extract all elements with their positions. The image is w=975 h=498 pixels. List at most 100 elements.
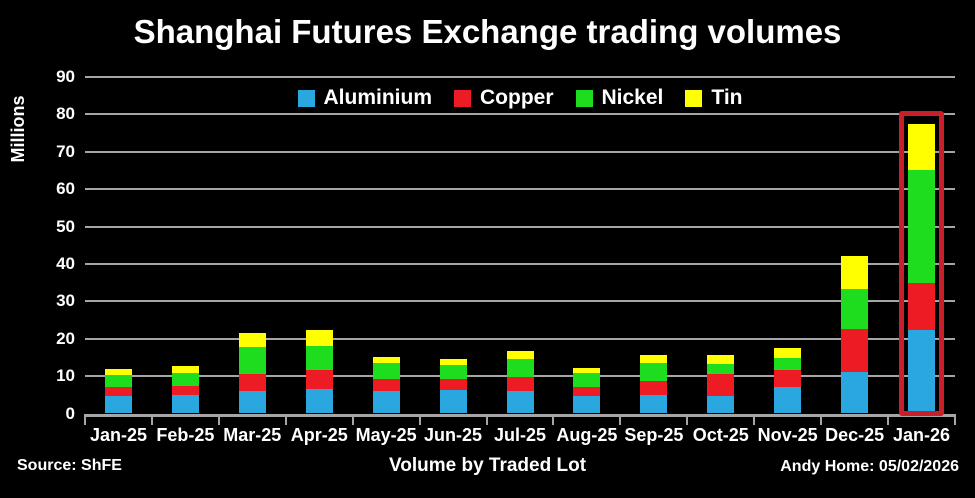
- bar-segment-copper-jan-26: [908, 283, 936, 330]
- x-tick-label: Apr-25: [290, 425, 348, 445]
- bar-segment-copper-jan-25: [104, 387, 132, 396]
- x-axis-tick: [820, 415, 823, 425]
- bar-segment-nickel-feb-25: [171, 373, 199, 386]
- legend-item-copper: Copper: [454, 84, 554, 112]
- legend-item-aluminium: Aluminium: [297, 84, 433, 112]
- bar-segment-nickel-dec-25: [841, 289, 869, 330]
- bar-segment-copper-aug-25: [573, 386, 601, 397]
- bar-segment-tin-nov-25: [774, 348, 802, 358]
- x-axis-tick: [552, 415, 555, 425]
- x-tick-label: May-25: [355, 425, 417, 445]
- legend-label-tin: Tin: [711, 86, 743, 109]
- x-tick-label: Jun-25: [424, 425, 483, 445]
- legend-item-nickel: Nickel: [575, 84, 664, 112]
- x-axis-tick: [954, 415, 956, 425]
- bar-segment-tin-jul-25: [506, 351, 534, 360]
- gridline: [85, 225, 955, 228]
- x-axis-title: Volume by Traded Lot: [388, 455, 587, 476]
- y-tick-label: 0: [65, 403, 75, 423]
- bar-segment-copper-oct-25: [707, 374, 735, 396]
- gridline: [85, 337, 955, 340]
- bar-segment-aluminium-may-25: [372, 391, 400, 414]
- x-axis-tick: [418, 415, 421, 425]
- credit-label: Andy Home: 05/02/2026: [780, 458, 959, 475]
- legend-swatch-copper-icon: [454, 89, 471, 107]
- y-tick-label: 90: [56, 67, 75, 86]
- legend-swatch-tin-icon: [685, 89, 703, 107]
- x-tick-label: Aug-25: [556, 425, 618, 445]
- legend-swatch-aluminium-icon: [297, 89, 315, 107]
- bar-segment-tin-mar-25: [238, 333, 266, 348]
- chart-title: Shanghai Futures Exchange trading volume…: [133, 13, 842, 50]
- y-tick-label: 40: [56, 253, 75, 273]
- x-axis-tick: [284, 415, 287, 425]
- bar-segment-aluminium-jun-25: [439, 390, 467, 414]
- bar-segment-nickel-nov-25: [774, 357, 802, 371]
- bar-segment-aluminium-aug-25: [573, 396, 601, 414]
- gridline: [85, 76, 955, 78]
- bar-segment-aluminium-oct-25: [707, 395, 735, 414]
- x-axis-line: [84, 413, 956, 417]
- x-tick-label: Feb-25: [156, 425, 215, 445]
- bar-segment-tin-jan-25: [104, 369, 132, 376]
- gridline: [85, 113, 955, 116]
- x-tick-label: Jan-26: [893, 425, 951, 445]
- y-tick-label: 80: [56, 104, 75, 124]
- x-axis-tick: [619, 415, 622, 425]
- bar-segment-copper-dec-25: [841, 329, 869, 372]
- bar-segment-tin-may-25: [372, 357, 400, 364]
- y-tick-label: 30: [56, 291, 75, 311]
- bar-segment-nickel-oct-25: [707, 364, 735, 375]
- bar-segment-tin-jan-26: [908, 124, 936, 171]
- bar-segment-tin-dec-25: [841, 256, 869, 290]
- bar-segment-aluminium-jul-25: [506, 391, 534, 414]
- legend-label-aluminium: Aluminium: [323, 86, 433, 109]
- x-tick-label: Jan-25: [89, 425, 147, 445]
- y-tick-label: 60: [56, 179, 75, 199]
- bar-segment-aluminium-nov-25: [774, 387, 802, 414]
- bar-segment-copper-mar-25: [238, 373, 266, 392]
- x-tick-label: Sep-25: [624, 425, 684, 445]
- bar-segment-copper-may-25: [372, 379, 400, 392]
- x-axis-tick: [217, 415, 220, 425]
- bar-segment-tin-apr-25: [305, 330, 333, 347]
- bar-segment-aluminium-apr-25: [305, 389, 333, 414]
- bar-segment-tin-jun-25: [439, 358, 467, 366]
- gridline: [85, 150, 955, 153]
- bar-segment-nickel-jun-25: [439, 365, 467, 380]
- bar-segment-tin-oct-25: [707, 354, 735, 365]
- bar-segment-nickel-jul-25: [506, 359, 534, 378]
- bar-segment-copper-jul-25: [506, 377, 534, 392]
- bar-segment-aluminium-sep-25: [640, 394, 668, 414]
- bar-segment-aluminium-dec-25: [841, 371, 869, 414]
- legend: Aluminium Copper Nickel Tin: [85, 84, 955, 112]
- bar-segment-aluminium-jan-26: [908, 329, 936, 414]
- bar-segment-nickel-aug-25: [573, 372, 601, 387]
- x-axis-tick: [753, 415, 756, 425]
- bar-segment-nickel-may-25: [372, 363, 400, 380]
- x-axis-tick: [686, 415, 689, 425]
- bar-segment-nickel-sep-25: [640, 362, 668, 381]
- source-label: Source: ShFE: [17, 457, 122, 474]
- bar-segment-aluminium-mar-25: [238, 391, 266, 414]
- bar-segment-tin-feb-25: [171, 366, 199, 374]
- bar-segment-tin-aug-25: [573, 367, 601, 373]
- legend-label-nickel: Nickel: [601, 86, 664, 109]
- x-axis-tick: [887, 415, 890, 425]
- bar-segment-copper-nov-25: [774, 370, 802, 388]
- y-tick-label: 10: [56, 366, 75, 386]
- gridline: [85, 262, 955, 265]
- gridline: [85, 300, 955, 303]
- bar-segment-copper-apr-25: [305, 370, 333, 390]
- bar-segment-tin-sep-25: [640, 354, 668, 363]
- x-axis-tick: [351, 415, 354, 425]
- bar-segment-nickel-jan-25: [104, 375, 132, 388]
- bar-segment-aluminium-jan-25: [104, 395, 132, 414]
- x-tick-label: Nov-25: [757, 425, 818, 445]
- bar-segment-nickel-mar-25: [238, 347, 266, 374]
- y-tick-label: 70: [56, 141, 75, 161]
- x-tick-label: Mar-25: [223, 425, 282, 445]
- x-tick-label: Dec-25: [825, 425, 885, 445]
- bar-segment-nickel-apr-25: [305, 346, 333, 371]
